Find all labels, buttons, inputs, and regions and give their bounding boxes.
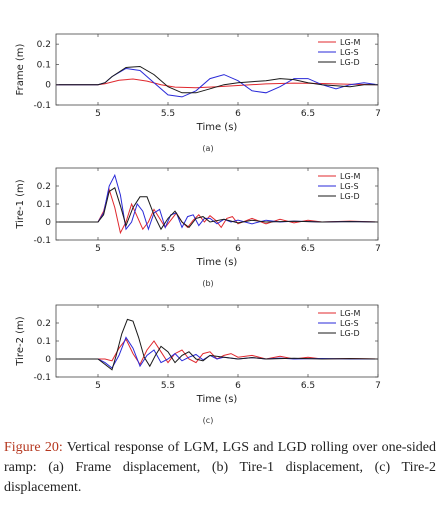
x-axis-label: Time (s) [196, 257, 238, 268]
series-line-lg-s [56, 67, 378, 98]
x-tick-label: 5.5 [161, 381, 175, 391]
x-tick-label: 5 [95, 381, 101, 391]
legend-label: LG-M [340, 38, 361, 47]
figure-caption: Figure 20: Vertical response of LGM, LGS… [4, 438, 436, 498]
figure: 5 5.5 6 6.5 7 -0.1 0 0.1 0.2 Time (s) Frame (m) (a)… [15, 33, 381, 425]
y-tick-label: 0 [45, 355, 51, 365]
caption-text: Vertical response of LGM, LGS and LGD ro… [4, 440, 436, 495]
x-tick-label: 6.5 [301, 109, 315, 119]
legend-label: LG-D [340, 58, 360, 67]
y-tick-label: 0 [45, 81, 51, 91]
legend-label: LG-M [340, 172, 361, 181]
y-tick-label: 0.1 [37, 60, 51, 70]
series-line-lg-m [56, 78, 378, 89]
x-tick-label: 5 [95, 244, 101, 254]
y-tick-label: 0.2 [37, 40, 51, 50]
x-axis-label: Time (s) [196, 122, 238, 133]
legend-label: LG-S [340, 48, 359, 57]
panel-label: (a) [202, 144, 213, 153]
y-tick-label: -0.1 [33, 101, 51, 111]
chart-panel: 5 5.5 6 6.5 7 -0.1 0 0.1 0.2 Time (s) Tire-2 (m) (c… [15, 304, 381, 425]
plot-area [55, 167, 379, 241]
x-tick-label: 7 [375, 109, 381, 119]
legend-label: LG-D [340, 192, 360, 201]
x-tick-label: 5 [95, 109, 101, 119]
y-tick-label: -0.1 [33, 236, 51, 246]
panel-label: (b) [202, 279, 213, 288]
legend-label: LG-S [340, 182, 359, 191]
caption-label: Figure 20: [4, 440, 63, 455]
x-tick-label: 7 [375, 244, 381, 254]
y-tick-label: 0.1 [37, 200, 51, 210]
y-tick-label: 0.2 [37, 182, 51, 192]
x-tick-label: 6.5 [301, 244, 315, 254]
x-axis-label: Time (s) [196, 394, 238, 405]
plot-area [55, 304, 379, 378]
x-tick-label: 5.5 [161, 109, 175, 119]
y-tick-label: 0.2 [37, 319, 51, 329]
series-line-lg-d [56, 187, 378, 231]
plot-area [55, 33, 379, 106]
y-tick-label: 0 [45, 218, 51, 228]
x-tick-label: 6.5 [301, 381, 315, 391]
y-tick-label: 0.1 [37, 337, 51, 347]
x-tick-label: 7 [375, 381, 381, 391]
legend-label: LG-S [340, 319, 359, 328]
y-axis-label: Tire-2 (m) [15, 316, 26, 366]
series-line-lg-d [56, 318, 378, 371]
x-tick-label: 6 [235, 244, 241, 254]
y-axis-label: Frame (m) [15, 43, 26, 95]
panel-label: (c) [203, 416, 214, 425]
legend-label: LG-M [340, 309, 361, 318]
y-tick-label: -0.1 [33, 373, 51, 383]
chart-panel: 5 5.5 6 6.5 7 -0.1 0 0.1 0.2 Time (s) Frame (m) (a)… [15, 33, 381, 153]
chart-panel: 5 5.5 6 6.5 7 -0.1 0 0.1 0.2 Time (s) Tire-1 (m) (b… [15, 167, 381, 288]
legend-label: LG-D [340, 329, 360, 338]
x-tick-label: 6 [235, 109, 241, 119]
y-axis-label: Tire-1 (m) [15, 179, 26, 229]
x-tick-label: 6 [235, 381, 241, 391]
x-tick-label: 5.5 [161, 244, 175, 254]
series-line-lg-d [56, 65, 378, 94]
